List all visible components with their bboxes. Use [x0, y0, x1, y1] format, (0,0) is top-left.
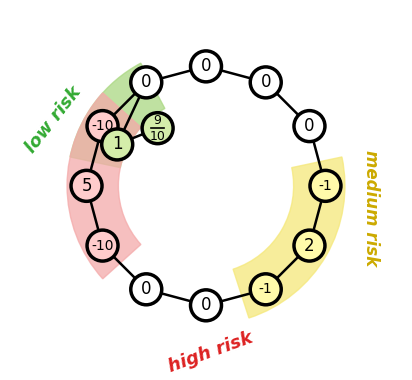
Wedge shape	[67, 93, 141, 279]
Circle shape	[142, 113, 173, 144]
Text: low risk: low risk	[22, 83, 85, 156]
Circle shape	[310, 170, 341, 201]
Circle shape	[131, 274, 162, 305]
Text: 0: 0	[141, 73, 152, 91]
Text: 0: 0	[201, 57, 211, 75]
Text: 1: 1	[112, 135, 122, 154]
Circle shape	[294, 111, 325, 142]
Text: -10: -10	[91, 119, 114, 133]
Text: 5: 5	[81, 177, 92, 195]
Circle shape	[294, 230, 325, 261]
Text: -1: -1	[259, 282, 273, 296]
Text: high risk: high risk	[166, 329, 255, 376]
Circle shape	[250, 274, 281, 305]
Wedge shape	[70, 63, 165, 168]
Circle shape	[131, 67, 162, 98]
Text: 0: 0	[304, 117, 315, 135]
Circle shape	[190, 51, 222, 82]
Text: 10: 10	[150, 130, 166, 142]
Text: 0: 0	[260, 73, 271, 91]
Circle shape	[87, 230, 118, 261]
Text: 0: 0	[201, 296, 211, 314]
Text: -1: -1	[318, 179, 332, 193]
Text: 9: 9	[154, 114, 162, 127]
Circle shape	[250, 67, 281, 98]
Circle shape	[87, 111, 118, 142]
Circle shape	[190, 290, 222, 321]
Text: -10: -10	[91, 239, 114, 253]
Wedge shape	[233, 157, 345, 318]
Text: 2: 2	[304, 237, 315, 255]
Text: 0: 0	[141, 280, 152, 298]
Text: medium risk: medium risk	[363, 150, 381, 266]
Circle shape	[102, 129, 133, 160]
Circle shape	[71, 170, 102, 201]
